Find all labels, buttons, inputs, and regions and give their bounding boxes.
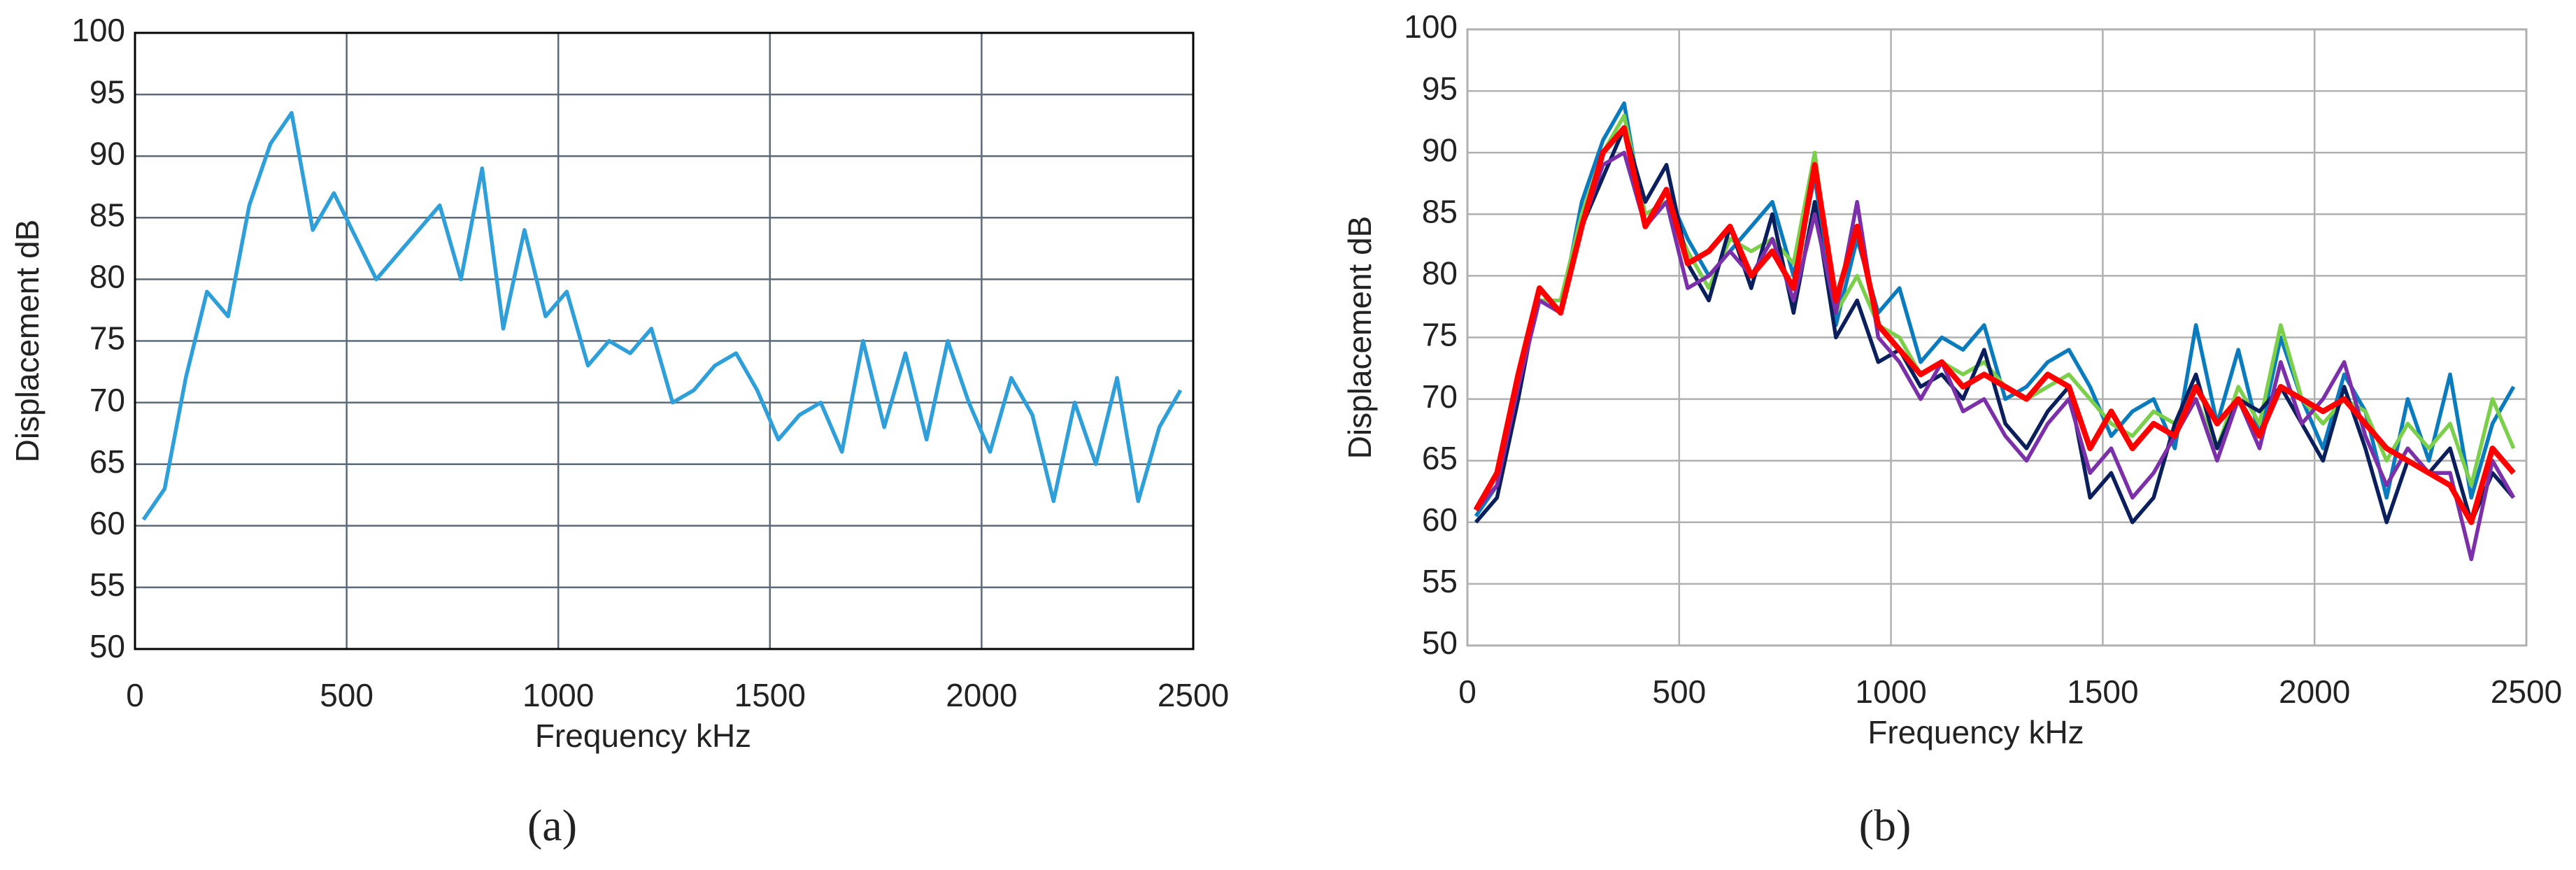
y-tick-label: 50 xyxy=(1422,625,1458,661)
data-line xyxy=(141,110,1183,521)
y-tick-label: 60 xyxy=(90,505,125,541)
x-tick-label: 1500 xyxy=(2067,673,2138,710)
y-tick-label: 65 xyxy=(1422,440,1458,476)
y-tick-label: 65 xyxy=(90,443,125,480)
y-axis-label: Displacement dB xyxy=(9,220,45,463)
y-tick-label: 50 xyxy=(90,628,125,664)
x-tick-label: 2000 xyxy=(946,677,1017,713)
caption: (b) xyxy=(1859,801,1912,850)
y-tick-label: 60 xyxy=(1422,501,1458,538)
y-tick-label: 80 xyxy=(1422,255,1458,292)
y-tick-label: 95 xyxy=(90,73,125,110)
y-axis-label: Displacement dB xyxy=(1342,216,1378,459)
x-tick-label: 1000 xyxy=(522,677,594,713)
x-tick-label: 0 xyxy=(1458,673,1476,710)
caption: (a) xyxy=(527,801,577,850)
x-axis-label: Frequency kHz xyxy=(1867,714,2084,750)
y-tick-label: 75 xyxy=(90,320,125,357)
y-tick-label: 75 xyxy=(1422,317,1458,353)
y-tick-label: 70 xyxy=(1422,378,1458,415)
y-tick-label: 55 xyxy=(90,566,125,603)
x-axis-label: Frequency kHz xyxy=(535,718,751,754)
y-tick-label: 100 xyxy=(71,12,125,48)
y-tick-label: 55 xyxy=(1422,563,1458,599)
data-line xyxy=(1473,125,2516,525)
y-tick-label: 85 xyxy=(1422,193,1458,229)
x-tick-label: 1500 xyxy=(734,677,806,713)
x-tick-label: 2500 xyxy=(2491,673,2562,710)
plot-frame xyxy=(1466,28,2528,647)
plot-frame xyxy=(134,31,1195,650)
y-tick-label: 85 xyxy=(90,197,125,233)
y-tick-label: 80 xyxy=(90,259,125,295)
y-tick-label: 100 xyxy=(1404,8,1458,45)
x-tick-label: 0 xyxy=(126,677,144,713)
y-tick-label: 90 xyxy=(90,135,125,171)
y-tick-label: 70 xyxy=(90,382,125,418)
y-tick-label: 90 xyxy=(1422,131,1458,168)
x-tick-label: 2000 xyxy=(2279,673,2350,710)
data-line xyxy=(1474,126,2515,525)
x-tick-label: 500 xyxy=(1652,673,1706,710)
y-tick-label: 95 xyxy=(1422,70,1458,106)
x-tick-label: 2500 xyxy=(1158,677,1229,713)
x-tick-label: 500 xyxy=(320,677,373,713)
x-tick-label: 1000 xyxy=(1855,673,1926,710)
